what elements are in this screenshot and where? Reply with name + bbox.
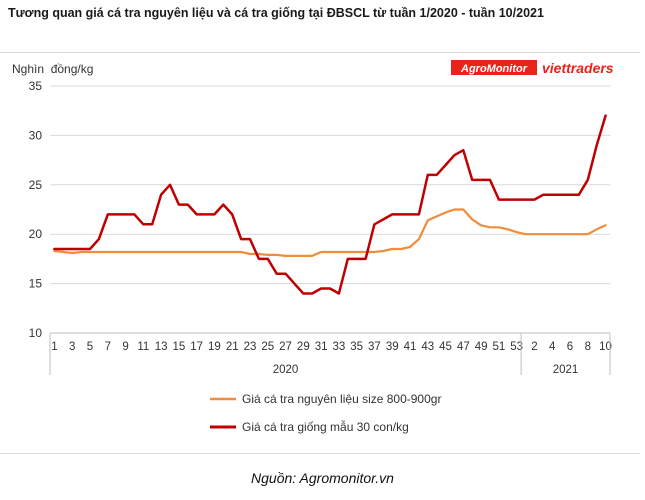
- viettraders-logo: viettraders: [542, 60, 614, 76]
- x-tick-label: 45: [439, 341, 452, 353]
- x-tick-label: 9: [122, 341, 128, 353]
- agromonitor-logo: AgroMonitor: [451, 60, 537, 75]
- y-axis-label: Nghìn đồng/kg: [12, 62, 93, 76]
- legend-label: Giá cá tra nguyên liệu size 800-900gr: [242, 392, 441, 406]
- x-tick-label: 3: [69, 341, 75, 353]
- x-tick-label: 6: [567, 341, 573, 353]
- y-tick-label: 20: [29, 227, 43, 241]
- x-tick-label: 29: [297, 341, 310, 353]
- series-line-2: [53, 114, 607, 295]
- source-note: Nguồn: Agromonitor.vn: [251, 470, 394, 486]
- x-tick-label: 39: [386, 341, 399, 353]
- x-tick-label: 27: [279, 341, 292, 353]
- agromonitor-logo-text: AgroMonitor: [460, 63, 528, 75]
- x-tick-label: 43: [421, 341, 434, 353]
- grid-layer: [50, 85, 610, 334]
- x-tick-label: 37: [368, 341, 381, 353]
- y-tick-label: 35: [29, 79, 43, 93]
- x-group-label: 2020: [273, 364, 299, 376]
- x-tick-label: 4: [549, 341, 556, 353]
- x-tick-label: 47: [457, 341, 470, 353]
- x-tick-label: 10: [599, 341, 612, 353]
- x-tick-label: 19: [208, 341, 221, 353]
- x-tick-label: 41: [404, 341, 417, 353]
- x-tick-label: 7: [105, 341, 111, 353]
- x-tick-label: 21: [226, 341, 239, 353]
- x-tick-label: 35: [350, 341, 363, 353]
- x-tick-label: 5: [87, 341, 93, 353]
- x-tick-label: 17: [190, 341, 203, 353]
- x-tick-label: 23: [244, 341, 257, 353]
- x-tick-label: 25: [261, 341, 274, 353]
- y-tick-label: 30: [29, 128, 43, 142]
- series-line-1: [53, 208, 607, 257]
- x-tick-label: 49: [475, 341, 488, 353]
- x-tick-label: 15: [172, 341, 185, 353]
- x-tick-label: 8: [585, 341, 591, 353]
- chart-frame: 10 15 20 25 30 35 1 3 5 7 9 11 13 15 17 19 21 23 25 27 29 31 3…: [0, 52, 640, 454]
- legend: Giá cá tra nguyên liệu size 800-900gr Giá…: [210, 392, 441, 434]
- series-layer: [53, 114, 607, 295]
- x-tick-label: 1: [51, 341, 57, 353]
- x-tick-label: 31: [315, 341, 328, 353]
- x-tick-label: 53: [510, 341, 523, 353]
- x-tick-label: 11: [137, 341, 149, 353]
- x-tick-label: 2: [531, 341, 537, 353]
- x-tick-label: 33: [332, 341, 345, 353]
- x-tick-label: 13: [155, 341, 168, 353]
- x-group-label: 2021: [553, 364, 579, 376]
- y-tick-label: 10: [29, 326, 43, 340]
- y-tick-label: 15: [29, 277, 43, 291]
- legend-label: Giá cá tra giống mẫu 30 con/kg: [242, 419, 409, 434]
- x-tick-label: 51: [492, 341, 505, 353]
- y-tick-label: 25: [29, 178, 43, 192]
- chart-title: Tương quan giá cá tra nguyên liệu và cá …: [8, 6, 544, 20]
